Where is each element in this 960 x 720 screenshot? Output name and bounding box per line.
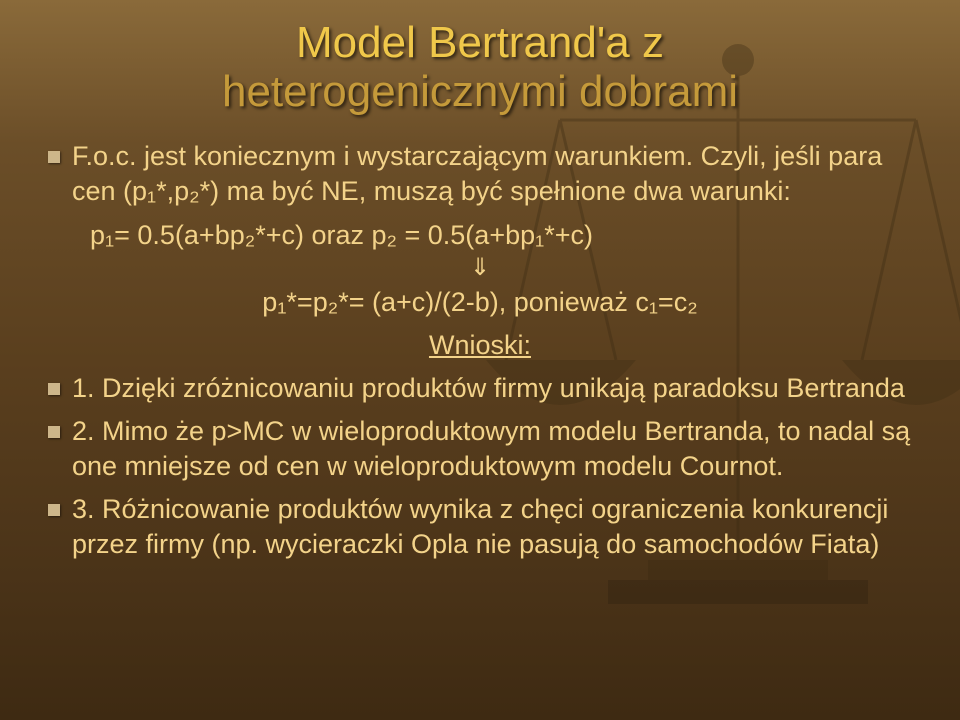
conclusion-3-text: 3. Różnicowanie produktów wynika z chęci… — [72, 494, 888, 559]
bullet-foc: F.o.c. jest koniecznym i wystarczającym … — [44, 139, 916, 209]
conclusion-1-text: 1. Dzięki zróżnicowaniu produktów firmy … — [72, 373, 905, 403]
conclusion-3: 3. Różnicowanie produktów wynika z chęci… — [44, 492, 916, 562]
formula-conditions: p₁= 0.5(a+bp₂*+c) oraz p₂ = 0.5(a+bp₁*+c… — [44, 217, 916, 253]
conclusions-heading: Wnioski: — [44, 330, 916, 361]
formula-solution: p₁*=p₂*= (a+c)/(2-b), ponieważ c₁=c₂ — [44, 284, 916, 320]
title-line1: Model Bertrand'a z — [296, 18, 664, 67]
conclusion-2: 2. Mimo że p>MC w wieloproduktowym model… — [44, 414, 916, 484]
slide-content: Model Bertrand'a z heterogenicznymi dobr… — [0, 0, 960, 562]
bullet-foc-text: F.o.c. jest koniecznym i wystarczającym … — [72, 141, 882, 206]
down-arrow: ⇓ — [44, 255, 916, 281]
conclusion-1: 1. Dzięki zróżnicowaniu produktów firmy … — [44, 371, 916, 406]
slide-title: Model Bertrand'a z heterogenicznymi dobr… — [44, 18, 916, 117]
conclusion-2-text: 2. Mimo że p>MC w wieloproduktowym model… — [72, 416, 910, 481]
title-line2: heterogenicznymi dobrami — [222, 67, 738, 116]
